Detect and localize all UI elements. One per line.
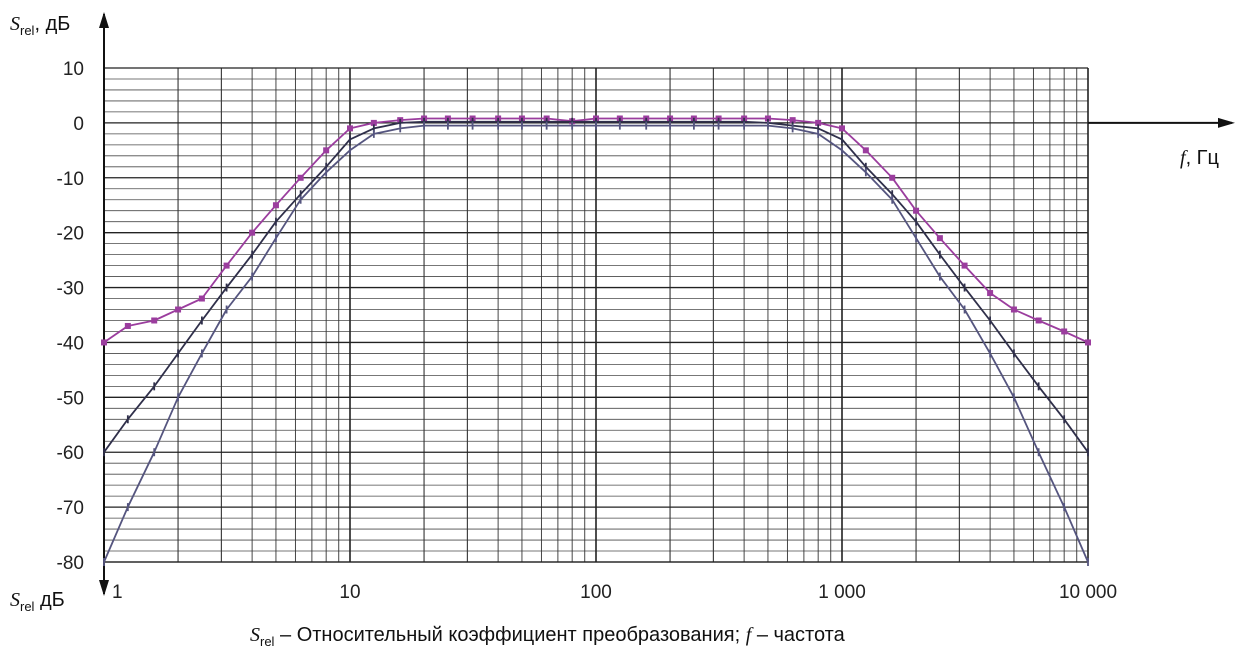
series-1-point [936, 235, 943, 242]
series-1-point [839, 125, 845, 132]
series-1-point [961, 262, 968, 269]
x-axis-label: f, Гц [1180, 147, 1219, 169]
x-axis-arrow [1218, 117, 1235, 128]
series-1-point [1085, 339, 1091, 346]
series-1-point [889, 174, 896, 181]
series-1-point [347, 125, 353, 132]
series-1-point [789, 117, 796, 124]
series-1-point [370, 119, 377, 126]
series-1-point [1035, 317, 1042, 324]
major-grid [103, 67, 1089, 563]
series-1-point [764, 115, 771, 122]
chart-caption: Srel – Относительный коэффициент преобра… [250, 624, 846, 649]
series-1-point [987, 290, 994, 297]
series-1-point [249, 229, 256, 236]
y-tick-label: -60 [57, 443, 84, 464]
series-layer [101, 115, 1091, 566]
y-tick-label: -20 [57, 224, 84, 245]
x-tick-label: 1 [112, 582, 123, 603]
y-tick-label: -10 [57, 169, 84, 190]
x-tick-label: 100 [580, 582, 612, 603]
series-1-point [175, 306, 182, 313]
x-tick-labels: 1 10 100 1 000 10 000 [112, 582, 1117, 603]
series-1-point [1010, 306, 1017, 313]
series-1-point [815, 119, 822, 126]
series-1-point [124, 322, 131, 329]
series-1-point [1061, 328, 1068, 335]
series-1-point [297, 174, 304, 181]
series-1-point [323, 147, 330, 154]
y-tick-labels: 10 0 -10 -20 -30 -40 -50 -60 -70 -80 [57, 59, 84, 574]
y-tick-label: 10 [63, 59, 84, 80]
x-tick-label: 1 000 [818, 582, 866, 603]
y-axis-label-bottom: Srel дБ [10, 589, 65, 614]
series-1-point [151, 317, 158, 324]
y-tick-label: -30 [57, 279, 84, 300]
y-axis-arrow-down [99, 580, 109, 596]
y-tick-label: 0 [73, 114, 84, 135]
axes [99, 12, 1235, 596]
y-tick-label: -70 [57, 498, 84, 519]
series-1-point [198, 295, 205, 302]
y-tick-label: -80 [57, 553, 84, 574]
y-tick-label: -40 [57, 333, 84, 354]
series-1-point [272, 202, 279, 209]
y-axis-arrow-up [99, 12, 109, 28]
series-1-point [913, 207, 920, 214]
x-tick-label: 10 000 [1059, 582, 1117, 603]
series-1-point [862, 147, 869, 154]
y-tick-label: -50 [57, 388, 84, 409]
series-1-point [101, 339, 107, 346]
y-axis-label: Srel, дБ [10, 13, 70, 38]
x-tick-label: 10 [339, 582, 360, 603]
series-1-point [223, 262, 230, 269]
